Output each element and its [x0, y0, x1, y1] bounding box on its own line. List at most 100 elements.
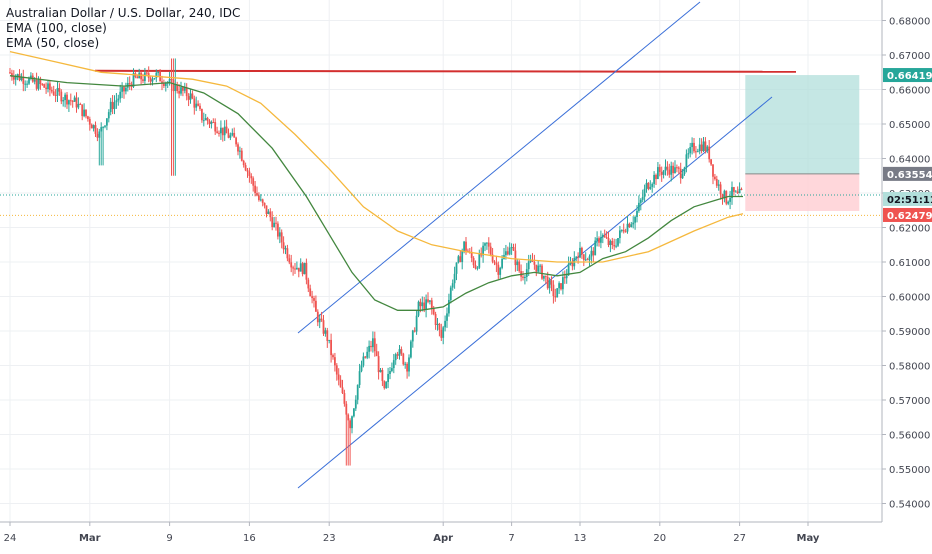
candle[interactable] [592, 247, 595, 263]
candle[interactable] [461, 248, 464, 270]
channel-lower-line[interactable] [297, 96, 773, 489]
candle[interactable] [147, 66, 150, 83]
candle[interactable] [43, 83, 46, 88]
candle[interactable] [525, 262, 528, 282]
candle[interactable] [417, 300, 420, 318]
candle[interactable] [202, 112, 205, 127]
candle[interactable] [543, 275, 545, 282]
candle[interactable] [265, 205, 268, 218]
candle[interactable] [225, 119, 228, 134]
candle[interactable] [563, 270, 566, 284]
candle[interactable] [313, 295, 315, 308]
candle[interactable] [411, 329, 414, 348]
candle[interactable] [166, 80, 169, 89]
candle[interactable] [239, 146, 241, 159]
candle[interactable] [429, 300, 431, 305]
candle[interactable] [529, 254, 532, 264]
candle[interactable] [645, 179, 648, 193]
candle[interactable] [297, 267, 300, 278]
candle[interactable] [220, 120, 222, 140]
candle[interactable] [278, 227, 281, 244]
candle[interactable] [472, 256, 475, 269]
candle[interactable] [484, 242, 486, 252]
candle[interactable] [487, 237, 490, 254]
candle[interactable] [248, 167, 251, 183]
candle[interactable] [11, 69, 13, 81]
candle[interactable] [434, 311, 437, 330]
candle[interactable] [180, 81, 182, 96]
candle[interactable] [691, 137, 693, 155]
candle[interactable] [290, 254, 293, 273]
candle[interactable] [368, 340, 370, 359]
candle[interactable] [704, 137, 707, 154]
candle[interactable] [9, 67, 11, 75]
candle[interactable] [315, 295, 317, 312]
candle[interactable] [111, 95, 114, 115]
candle[interactable] [353, 407, 355, 418]
candle[interactable] [550, 276, 553, 292]
candle[interactable] [586, 257, 589, 261]
candle[interactable] [227, 128, 230, 139]
candle[interactable] [552, 280, 555, 304]
candle[interactable] [685, 149, 688, 173]
candle[interactable] [582, 253, 585, 267]
candle[interactable] [651, 182, 654, 193]
candle[interactable] [389, 366, 391, 380]
candle[interactable] [398, 344, 401, 360]
stop-zone[interactable] [745, 173, 860, 211]
candle[interactable] [594, 237, 597, 256]
candle[interactable] [506, 246, 509, 256]
candle[interactable] [581, 246, 583, 259]
candle[interactable] [537, 260, 540, 274]
candle[interactable] [288, 254, 291, 265]
candle[interactable] [406, 362, 408, 379]
candle[interactable] [590, 246, 593, 264]
candle[interactable] [229, 132, 232, 141]
candle[interactable] [723, 189, 726, 203]
candle[interactable] [486, 242, 488, 250]
candle[interactable] [71, 100, 74, 108]
candle[interactable] [638, 195, 640, 213]
candle[interactable] [413, 327, 416, 333]
candle[interactable] [693, 137, 695, 154]
candle[interactable] [605, 231, 608, 240]
candle[interactable] [52, 85, 55, 96]
candle[interactable] [307, 277, 310, 293]
candle[interactable] [446, 307, 448, 328]
candle[interactable] [636, 205, 638, 223]
candle[interactable] [178, 84, 180, 99]
candle[interactable] [372, 331, 374, 353]
candle[interactable] [495, 255, 498, 273]
candle[interactable] [334, 352, 336, 372]
candle[interactable] [90, 123, 93, 129]
candle[interactable] [235, 136, 237, 147]
candle[interactable] [387, 367, 389, 389]
candle[interactable] [45, 82, 47, 94]
candle[interactable] [305, 258, 308, 285]
candle[interactable] [294, 263, 296, 274]
candle[interactable] [261, 198, 264, 207]
candle[interactable] [719, 181, 722, 200]
candle[interactable] [410, 339, 412, 359]
candle[interactable] [402, 352, 405, 366]
candle[interactable] [641, 189, 644, 203]
candle[interactable] [35, 72, 38, 91]
candle[interactable] [155, 69, 158, 83]
candle[interactable] [140, 71, 142, 85]
candle[interactable] [109, 97, 112, 116]
candle[interactable] [237, 142, 239, 156]
candle[interactable] [210, 120, 213, 129]
candle[interactable] [106, 118, 108, 131]
candle[interactable] [214, 118, 217, 135]
time-axis[interactable]: 24 Mar 9 16 23 Apr 7 13 20 27 May [0, 521, 932, 550]
candle[interactable] [286, 244, 289, 262]
candle[interactable] [303, 262, 306, 275]
candle[interactable] [275, 216, 277, 231]
candle[interactable] [345, 401, 348, 466]
candle[interactable] [96, 128, 99, 142]
candle[interactable] [256, 186, 258, 197]
candle[interactable] [658, 164, 661, 177]
candle[interactable] [470, 246, 473, 263]
candle[interactable] [510, 243, 513, 255]
